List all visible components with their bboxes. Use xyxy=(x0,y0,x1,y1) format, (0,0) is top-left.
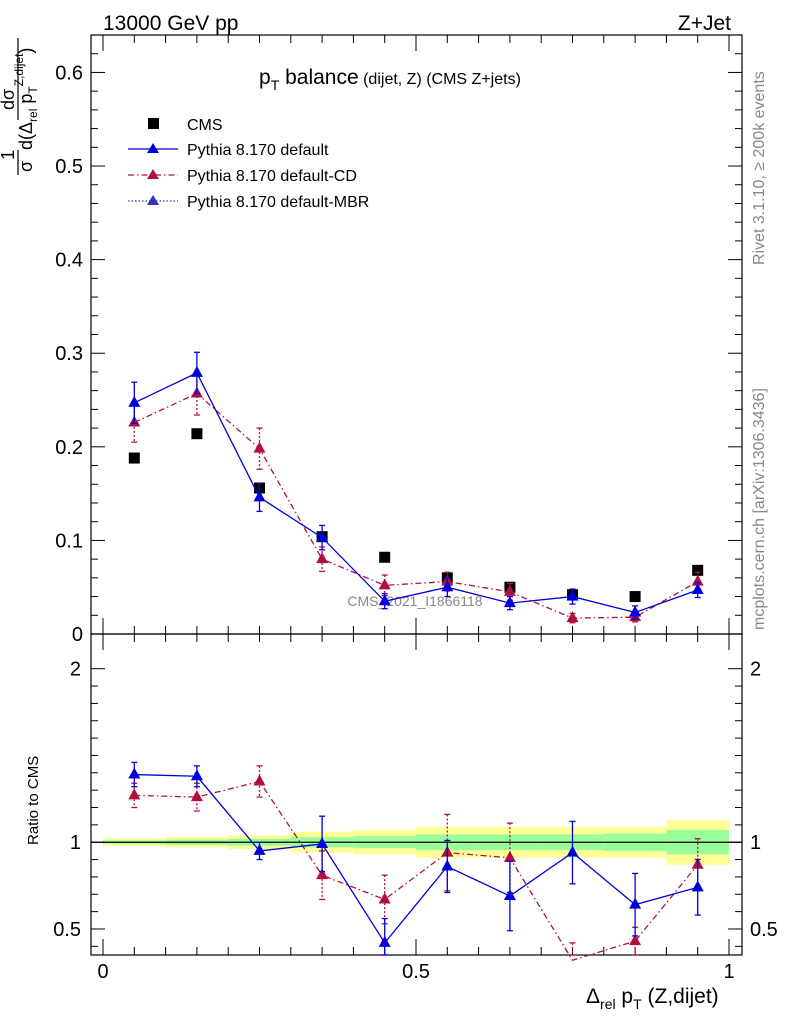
cms-point xyxy=(191,428,203,440)
lower-frame xyxy=(90,633,743,956)
legend-label-default: Pythia 8.170 default xyxy=(187,142,329,159)
ratio-default-point xyxy=(629,897,642,909)
cms-point xyxy=(692,564,704,576)
lower-y-tick-label-right: 1 xyxy=(750,832,761,854)
default-point xyxy=(190,365,203,377)
upper-y-tick-label: 0 xyxy=(72,624,83,646)
svg-text:σ: σ xyxy=(16,161,36,172)
default-point xyxy=(566,589,579,601)
x-tick-label: 0.5 xyxy=(402,961,430,983)
default-point xyxy=(441,580,454,592)
default-cd-point xyxy=(253,441,266,453)
lower-y-axis-label: Ratio to CMS xyxy=(25,756,42,845)
default-cd-point xyxy=(316,552,329,564)
upper-y-axis-label: 1 σ dσ d(Δrel pTZ,dijet) xyxy=(0,38,40,175)
ratio-default-point xyxy=(503,889,516,901)
lower-y-tick-label: 1 xyxy=(70,832,81,854)
legend-marker-cms xyxy=(148,118,159,129)
default-cd-point xyxy=(378,578,391,590)
upper-y-tick-label: 0.4 xyxy=(55,250,83,272)
lower-y-tick-label-right: 0.5 xyxy=(750,919,778,941)
legend-label-cd: Pythia 8.170 default-CD xyxy=(187,168,357,185)
data-marks xyxy=(128,351,704,961)
ratio-default-cd-point xyxy=(190,790,203,802)
default-cd-line xyxy=(134,392,699,619)
analysis-watermark: CMS_2021_I1866118 xyxy=(347,593,482,609)
legend-entry-cms: CMS xyxy=(148,117,223,134)
legend-marker-mbr xyxy=(147,195,159,205)
legend-label-mbr: Pythia 8.170 default-MBR xyxy=(187,194,369,211)
x-tick-label: 0 xyxy=(97,961,108,983)
lower-y-tick-label-right: 2 xyxy=(750,659,761,681)
header-energy: 13000 GeV pp xyxy=(103,12,238,35)
x-tick-label: 1 xyxy=(723,961,734,983)
ratio-default-cd-point xyxy=(503,850,516,862)
svg-text:dσ: dσ xyxy=(0,89,18,110)
legend: CMS Pythia 8.170 default Pythia 8.170 de… xyxy=(128,117,369,211)
ratio-default-point xyxy=(691,880,704,892)
default-point xyxy=(691,583,704,595)
legend-marker-cd xyxy=(147,169,159,179)
default-point xyxy=(253,490,266,502)
rivet-label: Rivet 3.1.10, ≥ 200k events xyxy=(751,71,768,265)
svg-text:1: 1 xyxy=(0,150,18,160)
default-point xyxy=(378,594,391,606)
axis-ticks: 0 0.1 0.2 0.3 0.4 0.5 0.6 0.5 0.5 1 1 2 2 0 0.5 1 xyxy=(53,35,778,983)
header-process: Z+Jet xyxy=(678,12,731,35)
default-point xyxy=(316,530,329,542)
x-axis-label: Δrel pT (Z,dijet) xyxy=(586,985,719,1012)
ratio-default-cd-point xyxy=(378,892,391,904)
ratio-default-point xyxy=(190,769,203,781)
cms-point xyxy=(379,551,391,563)
lower-y-tick-label: 2 xyxy=(70,659,81,681)
ratio-default-line xyxy=(134,773,698,944)
ratio-default-point xyxy=(441,859,454,871)
upper-y-tick-label: 0.6 xyxy=(55,62,83,84)
cms-point xyxy=(128,452,140,464)
ratio-default-point xyxy=(316,836,329,848)
upper-y-tick-label: 0.2 xyxy=(55,437,83,459)
default-point xyxy=(629,605,642,617)
ratio-default-point xyxy=(253,843,266,855)
ratio-default-cd-point xyxy=(128,788,141,800)
upper-y-tick-label: 0.3 xyxy=(55,343,83,365)
upper-y-tick-label: 0.5 xyxy=(55,156,83,178)
legend-entry-default: Pythia 8.170 default xyxy=(128,142,329,159)
legend-entry-cd: Pythia 8.170 default-CD xyxy=(128,168,357,185)
svg-text:d(Δrel pTZ,dijet): d(Δrel pTZ,dijet) xyxy=(12,48,40,150)
legend-entry-mbr: Pythia 8.170 default-MBR xyxy=(128,194,369,211)
ratio-default-point xyxy=(566,845,579,857)
legend-marker-default xyxy=(147,143,159,153)
plot-title: pT balance (dijet, Z) (CMS Z+jets) xyxy=(259,66,521,93)
upper-y-tick-label: 0.1 xyxy=(55,530,83,552)
legend-label-cms: CMS xyxy=(187,117,223,134)
default-cd-point xyxy=(503,584,516,596)
ratio-default-cd-line xyxy=(134,780,699,961)
default-point xyxy=(128,395,141,407)
cms-point xyxy=(629,591,641,603)
ratio-default-cd-point xyxy=(629,934,642,946)
lower-y-tick-label: 0.5 xyxy=(53,919,81,941)
ratio-default-cd-point xyxy=(316,868,329,880)
ratio-default-point xyxy=(128,767,141,779)
mcplots-label: mcplots.cern.ch [arXiv:1306.3436] xyxy=(751,388,768,630)
default-line xyxy=(134,372,698,614)
default-cd-point xyxy=(566,611,579,623)
ratio-default-point xyxy=(378,935,391,947)
default-point xyxy=(503,596,516,608)
ratio-default-cd-point xyxy=(253,774,266,786)
